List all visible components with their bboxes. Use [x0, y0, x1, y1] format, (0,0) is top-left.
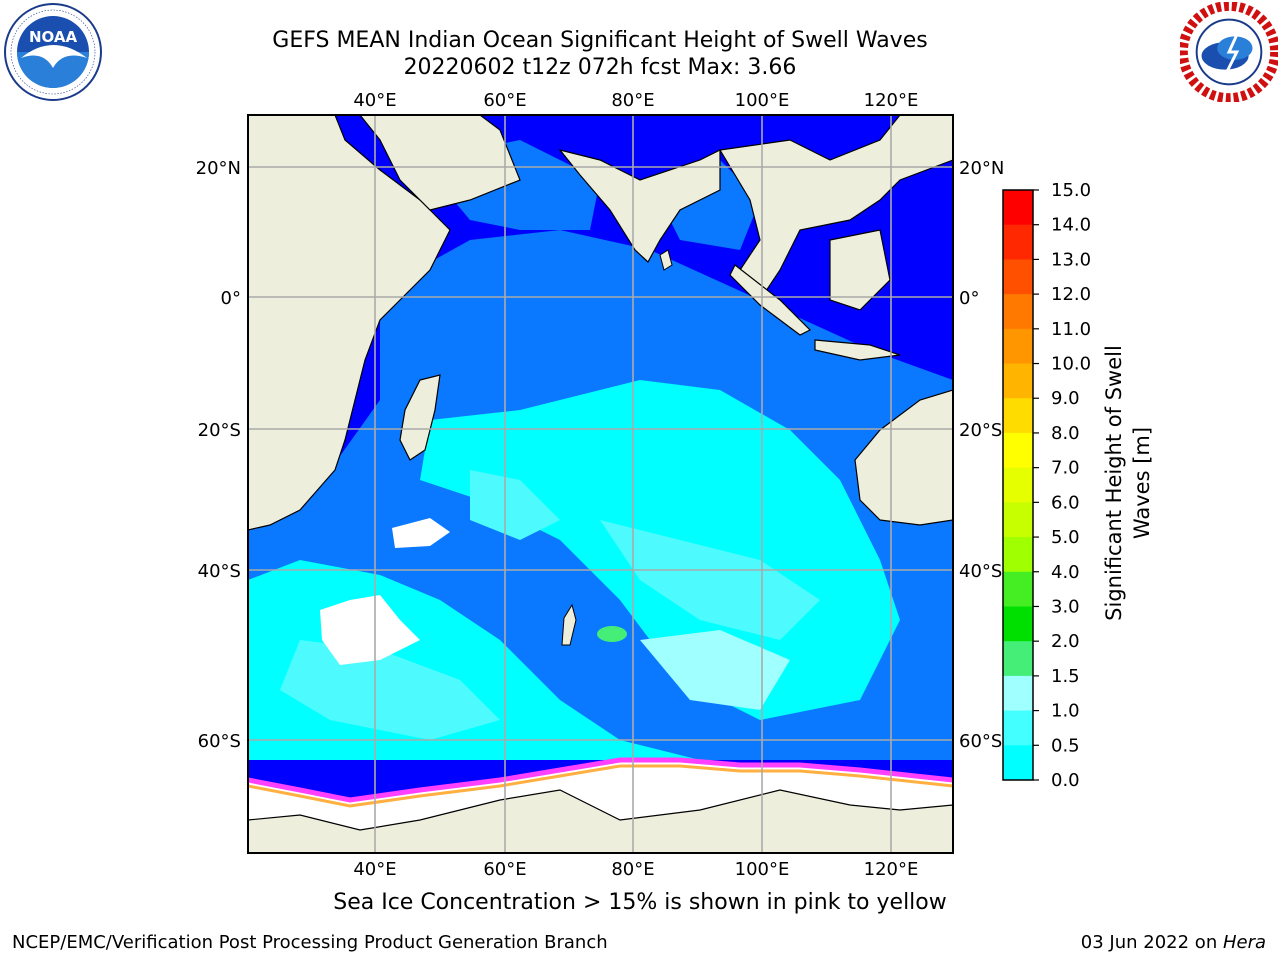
producer-credit: NCEP/EMC/Verification Post Processing Pr… [12, 932, 608, 953]
colorbar-swatch [1003, 571, 1033, 607]
lon-tick-top: 80°E [611, 90, 654, 111]
colorbar-swatch [1003, 606, 1033, 642]
colorbar-tick-label: 0.0 [1051, 770, 1080, 791]
colorbar-tick-label: 3.0 [1051, 596, 1080, 617]
chart-subtitle: 20220602 t12z 072h fcst Max: 3.66 [403, 55, 797, 80]
colorbar-tick-label: 11.0 [1051, 319, 1091, 340]
map-field [248, 115, 953, 853]
colorbar-swatch [1003, 641, 1033, 677]
lon-tick-top: 120°E [864, 90, 919, 111]
lat-tick-left: 0° [221, 288, 241, 309]
colorbar-tick-label: 6.0 [1051, 492, 1080, 513]
colorbar-tick-label: 1.5 [1051, 666, 1080, 687]
lon-tick-bottom: 40°E [353, 859, 396, 880]
colorbar-tick-label: 12.0 [1051, 284, 1091, 305]
colorbar-swatch [1003, 398, 1033, 434]
chart-title: GEFS MEAN Indian Ocean Significant Heigh… [272, 28, 928, 53]
colorbar-swatch [1003, 294, 1033, 330]
svg-text:NOAA: NOAA [29, 28, 78, 46]
colorbar-swatch [1003, 190, 1033, 226]
colorbar-swatch [1003, 745, 1033, 781]
colorbar-tick-label: 5.0 [1051, 527, 1080, 548]
colorbar-swatch [1003, 502, 1033, 538]
lat-tick-right: 20°N [959, 158, 1004, 179]
colorbar-tick-label: 8.0 [1051, 423, 1080, 444]
graticule [248, 115, 953, 853]
lon-tick-top: 40°E [353, 90, 396, 111]
colorbar-tick-label: 7.0 [1051, 458, 1080, 479]
lat-tick-right: 40°S [959, 561, 1002, 582]
colorbar-swatch [1003, 259, 1033, 295]
lat-tick-left: 20°N [196, 158, 241, 179]
lon-tick-bottom: 60°E [483, 859, 526, 880]
map-frame [247, 114, 954, 854]
colorbar-swatch [1003, 432, 1033, 469]
colorbar-tick-label: 1.0 [1051, 701, 1080, 722]
national-weather-service-logo [1180, 2, 1278, 102]
lon-tick-bottom: 100°E [735, 859, 790, 880]
colorbar-swatch [1003, 467, 1033, 503]
noaa-logo: NOAA [4, 3, 102, 101]
colorbar-tick-label: 9.0 [1051, 388, 1080, 409]
lat-tick-right: 0° [959, 288, 979, 309]
lon-tick-top: 100°E [735, 90, 790, 111]
lon-tick-bottom: 80°E [611, 859, 654, 880]
lat-tick-left: 20°S [198, 420, 241, 441]
colorbar-swatch [1003, 363, 1033, 399]
lat-tick-left: 60°S [198, 731, 241, 752]
colorbar-tick-label: 10.0 [1051, 354, 1091, 375]
sea-ice-note: Sea Ice Concentration > 15% is shown in … [333, 890, 947, 915]
colorbar-swatch [1003, 710, 1033, 746]
lat-tick-right: 60°S [959, 731, 1002, 752]
colorbar-tick-label: 2.0 [1051, 631, 1080, 652]
lat-tick-left: 40°S [198, 561, 241, 582]
lon-tick-top: 60°E [483, 90, 526, 111]
colorbar-swatch [1003, 224, 1033, 260]
lon-tick-bottom: 120°E [864, 859, 919, 880]
colorbar-tick-label: 13.0 [1051, 249, 1091, 270]
colorbar-tick-label: 4.0 [1051, 562, 1080, 583]
colorbar-swatch [1003, 328, 1033, 365]
colorbar-tick-label: 14.0 [1051, 215, 1091, 236]
colorbar-swatch [1003, 537, 1033, 573]
colorbar-tick-label: 15.0 [1051, 180, 1091, 201]
colorbar-tick-label: 0.5 [1051, 735, 1080, 756]
run-date-stamp: 03 Jun 2022 on Hera [1080, 932, 1266, 953]
lat-tick-right: 20°S [959, 420, 1002, 441]
colorbar-swatch [1003, 675, 1033, 712]
